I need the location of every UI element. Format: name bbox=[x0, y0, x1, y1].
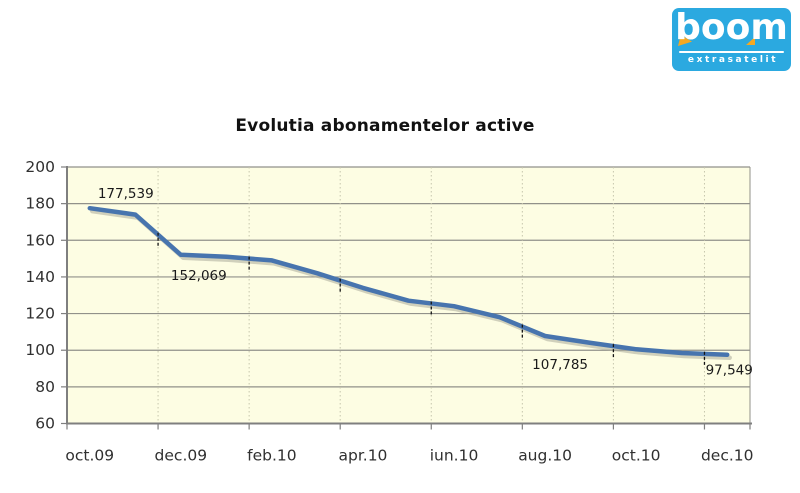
y-axis-label: 120 bbox=[25, 305, 55, 323]
x-axis-label: oct.10 bbox=[612, 447, 661, 465]
y-axis-label: 140 bbox=[25, 268, 55, 286]
logo-divider-line bbox=[679, 51, 784, 53]
boom-logo: boom extrasatelit bbox=[672, 8, 791, 71]
y-axis-label: 100 bbox=[25, 341, 55, 359]
y-axis-label: 60 bbox=[35, 415, 55, 433]
x-axis-label: oct.09 bbox=[65, 447, 114, 465]
plot-area bbox=[67, 167, 750, 424]
x-axis-label: dec.10 bbox=[701, 447, 754, 465]
x-axis-label: feb.10 bbox=[247, 447, 296, 465]
data-label: 97,549 bbox=[706, 363, 753, 379]
y-axis-label: 160 bbox=[25, 231, 55, 249]
x-axis-label: dec.09 bbox=[155, 447, 208, 465]
data-label: 177,539 bbox=[98, 186, 154, 202]
x-axis-label: apr.10 bbox=[338, 447, 387, 465]
logo-yellow-triangle-icon bbox=[746, 36, 755, 45]
x-axis-label: aug.10 bbox=[518, 447, 572, 465]
data-label: 152,069 bbox=[171, 268, 227, 284]
series-line bbox=[87, 205, 730, 357]
x-axis-label: iun.10 bbox=[430, 447, 479, 465]
y-axis-label: 180 bbox=[25, 195, 55, 213]
y-axis-label: 80 bbox=[35, 378, 55, 396]
chart-title: Evolutia abonamentelor active bbox=[235, 116, 535, 136]
logo-yellow-swoosh-icon bbox=[678, 35, 692, 46]
y-axis-label: 200 bbox=[25, 158, 55, 176]
logo-wordmark: boom bbox=[675, 8, 788, 48]
logo-tagline: extrasatelit bbox=[687, 55, 779, 65]
data-label: 107,785 bbox=[532, 357, 588, 373]
series-line-shadow bbox=[90, 208, 732, 360]
